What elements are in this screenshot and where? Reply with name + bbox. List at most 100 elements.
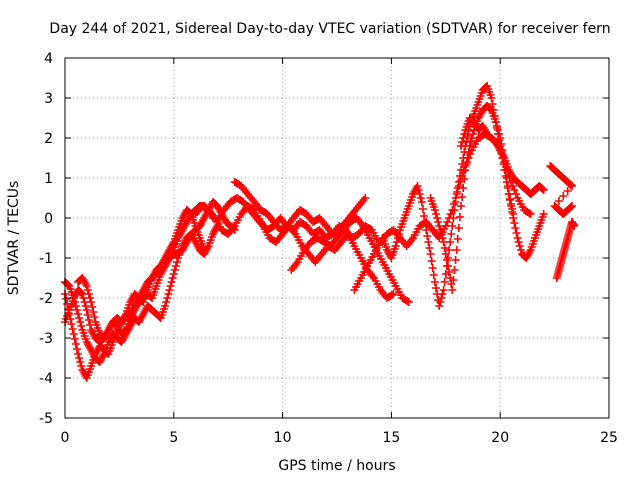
data-point bbox=[460, 175, 469, 183]
data-point bbox=[430, 278, 439, 286]
x-tick-label: 20 bbox=[491, 430, 509, 446]
y-tick-label: 1 bbox=[44, 171, 53, 187]
data-point bbox=[539, 210, 548, 218]
data-point bbox=[510, 186, 519, 194]
data-point bbox=[448, 286, 457, 294]
data-point bbox=[161, 302, 170, 310]
data-point bbox=[62, 295, 71, 303]
data-point bbox=[494, 126, 503, 134]
data-point bbox=[516, 246, 525, 254]
data-point bbox=[434, 218, 443, 226]
data-point bbox=[167, 278, 176, 286]
data-point bbox=[421, 219, 430, 227]
data-point bbox=[457, 202, 466, 210]
data-point bbox=[66, 315, 75, 323]
data-point bbox=[71, 302, 80, 310]
x-tick-label: 5 bbox=[169, 430, 178, 446]
data-point bbox=[437, 294, 446, 302]
data-point bbox=[451, 256, 460, 264]
data-point bbox=[418, 205, 427, 213]
data-point bbox=[395, 230, 404, 238]
data-point bbox=[439, 286, 448, 294]
data-point bbox=[510, 219, 519, 227]
data-point bbox=[432, 284, 441, 292]
x-axis-label: GPS time / hours bbox=[278, 458, 395, 474]
data-point bbox=[436, 298, 445, 306]
data-point bbox=[455, 172, 464, 180]
data-point bbox=[454, 224, 463, 232]
data-point bbox=[423, 232, 432, 240]
y-tick-label: -3 bbox=[39, 331, 53, 347]
data-point bbox=[68, 325, 77, 333]
data-point bbox=[513, 234, 522, 242]
y-tick-label: -4 bbox=[39, 371, 53, 387]
data-point bbox=[503, 182, 512, 190]
data-point bbox=[171, 262, 180, 270]
data-point bbox=[414, 186, 423, 194]
data-point bbox=[70, 298, 79, 306]
data-point bbox=[455, 213, 464, 221]
data-point bbox=[74, 350, 83, 358]
data-point bbox=[538, 185, 547, 193]
data-point bbox=[459, 184, 468, 192]
data-point bbox=[422, 226, 431, 234]
data-point bbox=[387, 291, 396, 299]
grid-lines bbox=[65, 58, 609, 418]
data-point bbox=[86, 294, 95, 302]
data-point bbox=[403, 297, 412, 305]
y-tick-label: 2 bbox=[44, 131, 53, 147]
data-point bbox=[566, 181, 575, 189]
data-point bbox=[439, 238, 448, 246]
y-tick-label: -1 bbox=[39, 251, 53, 267]
data-point bbox=[512, 229, 521, 237]
data-point bbox=[463, 154, 472, 162]
data-point bbox=[469, 130, 477, 138]
data-point bbox=[447, 230, 456, 238]
y-tick-label: -2 bbox=[39, 291, 53, 307]
data-point bbox=[413, 182, 422, 190]
chart-title: Day 244 of 2021, Sidereal Day-to-day VTE… bbox=[49, 21, 610, 37]
data-point bbox=[76, 358, 85, 366]
data-point bbox=[391, 242, 400, 250]
data-point bbox=[467, 134, 476, 142]
data-point bbox=[71, 340, 80, 348]
y-tick-label: 0 bbox=[44, 211, 53, 227]
data-point bbox=[449, 276, 458, 284]
data-point bbox=[568, 182, 577, 190]
data-point bbox=[84, 290, 93, 298]
data-point bbox=[162, 298, 171, 306]
data-point bbox=[435, 302, 444, 310]
data-point bbox=[170, 266, 179, 274]
data-point bbox=[505, 196, 514, 204]
data-point bbox=[568, 202, 577, 210]
data-point bbox=[495, 130, 504, 138]
data-point bbox=[451, 198, 460, 206]
data-point bbox=[450, 266, 459, 274]
data-point bbox=[436, 226, 445, 234]
plot-frame bbox=[64, 57, 610, 419]
data-point bbox=[427, 257, 436, 265]
data-point bbox=[504, 190, 513, 198]
data-point bbox=[443, 262, 452, 270]
data-point bbox=[83, 286, 92, 294]
data-point bbox=[88, 303, 97, 311]
data-points bbox=[61, 82, 579, 382]
y-tick-label: 3 bbox=[44, 91, 53, 107]
data-point bbox=[69, 294, 78, 302]
data-point bbox=[67, 320, 76, 328]
x-tick-label: 0 bbox=[61, 430, 70, 446]
x-tick-label: 15 bbox=[382, 430, 400, 446]
data-point bbox=[168, 274, 177, 282]
data-point bbox=[487, 94, 496, 102]
data-point bbox=[452, 190, 461, 198]
data-point bbox=[70, 335, 79, 343]
data-point bbox=[415, 190, 424, 198]
data-point bbox=[164, 290, 173, 298]
data-point bbox=[389, 290, 398, 298]
data-point bbox=[491, 118, 500, 126]
data-point bbox=[458, 138, 467, 146]
data-point bbox=[425, 244, 434, 252]
data-point bbox=[90, 313, 99, 321]
data-point bbox=[87, 298, 96, 306]
data-point bbox=[417, 198, 426, 206]
